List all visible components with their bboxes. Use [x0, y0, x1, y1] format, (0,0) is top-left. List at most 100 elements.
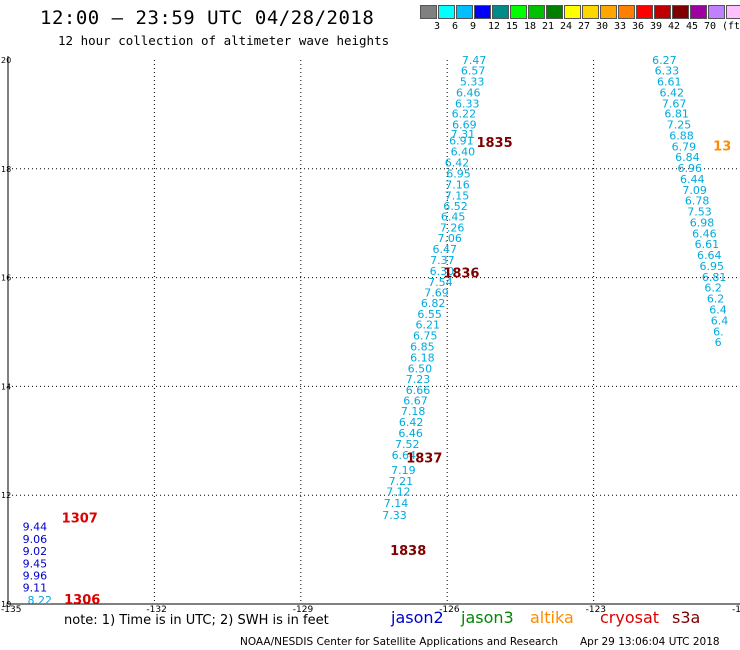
- data-point-s3a: 7.16: [445, 178, 470, 191]
- data-point-s3a: 8.22: [28, 594, 53, 607]
- data-point-s3a: 6.88: [669, 129, 694, 142]
- data-point-s3a: 7.52: [395, 438, 420, 451]
- color-swatch-green: [528, 5, 545, 19]
- data-point-s3a: 7.23: [406, 373, 431, 386]
- data-point-s3a: 7.53: [687, 206, 712, 219]
- color-scale-label: 70: [704, 21, 717, 32]
- color-swatch-pink: [726, 5, 740, 19]
- data-point-s3a: 7.21: [389, 475, 414, 488]
- credit-text: NOAA/NESDIS Center for Satellite Applica…: [240, 636, 558, 648]
- data-point-s3a: 7.12: [386, 486, 411, 499]
- data-point-s3a: 6.66: [406, 384, 431, 397]
- x-tick-label: -129: [293, 605, 314, 615]
- color-scale-label: 42: [668, 21, 681, 32]
- legend-jason3: jason3: [461, 608, 514, 627]
- y-tick-label: 20: [1, 56, 11, 65]
- y-tick-label: 16: [1, 274, 11, 283]
- data-point-s3a: 6.91: [449, 134, 474, 147]
- pass-time-label: 1306: [64, 593, 100, 608]
- data-point-s3a: 7.18: [401, 405, 426, 418]
- legend-jason2: jason2: [391, 608, 444, 627]
- data-point-s3a: 6.33: [655, 65, 680, 78]
- data-point-s3a: 7.54: [428, 276, 453, 289]
- data-point-s3a: 6.96: [678, 162, 703, 175]
- color-scale-label: 27: [578, 21, 591, 32]
- color-swatch-darkgreen: [546, 5, 563, 19]
- data-point-jason2: 9.96: [23, 570, 48, 583]
- data-point-s3a: 7.47: [462, 54, 487, 67]
- pass-time-label: 13: [713, 139, 731, 154]
- data-point-s3a: 6.50: [408, 362, 433, 375]
- data-point-s3a: 6.95: [446, 168, 471, 181]
- color-scale-label: 45: [686, 21, 699, 32]
- y-tick-label: 10: [1, 600, 11, 609]
- color-swatch-lime: [510, 5, 527, 19]
- data-point-s3a: 6.79: [672, 140, 697, 153]
- data-point-s3a: 7.26: [440, 221, 465, 234]
- color-swatch-darkorange: [618, 5, 635, 19]
- y-tick-label: 12: [1, 491, 11, 500]
- data-point-s3a: 6.82: [421, 297, 446, 310]
- pass-time-label: 1835: [476, 136, 512, 151]
- data-point-jason2: 9.06: [23, 533, 48, 546]
- color-scale-label: 24: [560, 21, 573, 32]
- color-swatch-yellow: [564, 5, 581, 19]
- data-point-s3a: 7.09: [682, 184, 707, 197]
- legend-note: note: 1) Time is in UTC; 2) SWH is in fe…: [64, 613, 329, 628]
- color-scale-label: 9: [470, 21, 477, 32]
- y-tick-label: 18: [1, 165, 11, 174]
- data-point-jason2: 9.45: [23, 558, 48, 571]
- data-point-s3a: 6.61: [657, 76, 682, 89]
- color-swatch-darkcyan: [492, 5, 509, 19]
- data-point-jason2: 9.44: [23, 521, 48, 534]
- color-scale-label: 15: [506, 21, 519, 32]
- color-swatch-darkred: [654, 5, 671, 19]
- pass-time-label: 1838: [390, 544, 426, 559]
- color-scale-label: 6: [452, 21, 459, 32]
- color-scale-label: 39: [650, 21, 663, 32]
- data-point-s3a: 6.: [713, 325, 724, 338]
- data-point-s3a: 7.15: [445, 189, 470, 202]
- data-point-s3a: 6.64: [392, 449, 417, 462]
- data-point-s3a: 6.44: [680, 173, 705, 186]
- data-point-s3a: 6.2: [707, 293, 725, 306]
- data-point-s3a: 6.52: [443, 200, 468, 213]
- data-point-s3a: 6.69: [452, 119, 477, 132]
- x-tick-label: -123: [586, 605, 606, 615]
- color-swatch-gold: [582, 5, 599, 19]
- data-point-s3a: 6.55: [417, 308, 442, 321]
- data-point-s3a: 7.25: [667, 119, 692, 132]
- timestamp-text: Apr 29 13:06:04 UTC 2018: [580, 636, 720, 648]
- data-point-s3a: 7.67: [662, 97, 687, 110]
- color-scale-label: 33: [614, 21, 627, 32]
- x-tick-label: -120: [732, 605, 740, 615]
- chart-title: 12:00 – 23:59 UTC 04/28/2018: [40, 7, 375, 29]
- x-tick-label: -126: [439, 605, 460, 615]
- data-point-jason2: 9.02: [23, 545, 48, 558]
- color-swatch-cyan: [438, 5, 455, 19]
- data-point-s3a: 6.18: [410, 351, 435, 364]
- x-tick-label: -132: [146, 605, 166, 615]
- data-point-s3a: 6.85: [410, 340, 435, 353]
- color-scale-label: 21: [542, 21, 555, 32]
- x-tick-label: -135: [1, 605, 21, 615]
- data-point-s3a: 6.61: [695, 238, 720, 251]
- data-point-s3a: 7.19: [391, 464, 416, 477]
- color-swatch-orange: [600, 5, 617, 19]
- color-swatch-gray: [420, 5, 437, 19]
- color-scale-label: 36: [632, 21, 645, 32]
- data-point-s3a: 6.98: [690, 216, 715, 229]
- legend-altika: altika: [530, 608, 574, 627]
- legend-s3a: s3a: [672, 608, 701, 627]
- color-swatch-deepskyblue: [456, 5, 473, 19]
- color-scale-label: 18: [524, 21, 537, 32]
- color-scale-label: (ft): [722, 21, 740, 32]
- color-swatch-red: [636, 5, 653, 19]
- color-scale-bar: [420, 5, 740, 19]
- data-point-s3a: 6.81: [702, 271, 727, 284]
- pass-time-label: 1836: [443, 267, 479, 282]
- data-point-s3a: 5.33: [460, 76, 485, 89]
- data-point-s3a: 6.57: [461, 65, 486, 78]
- data-point-s3a: 6.47: [433, 243, 458, 256]
